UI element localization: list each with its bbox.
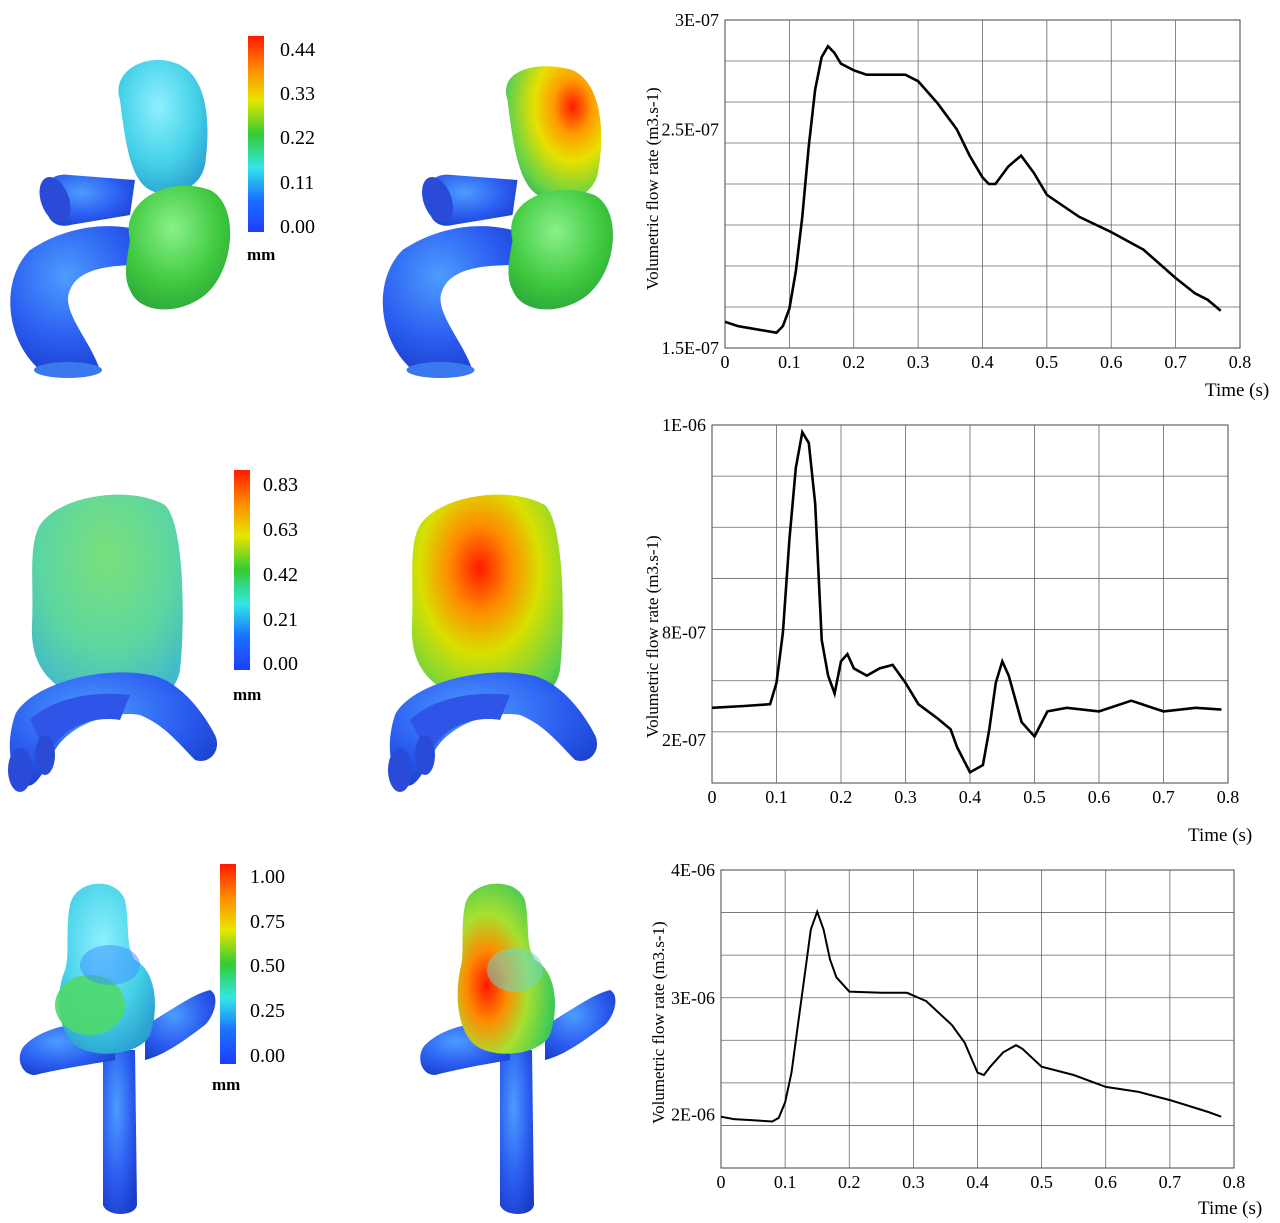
flow-chart-3-xtick: 0.6 [1095,1172,1118,1192]
flow-chart-1-xtick: 0.7 [1164,352,1187,372]
colorbar-3-tick-0: 1.00 [250,866,285,888]
colorbar-1-tick-1: 0.33 [280,83,315,105]
flow-chart-2-xtick: 0.5 [1023,787,1046,807]
colorbar-2-tick-1: 0.63 [263,519,298,541]
flow-chart-2-line [711,428,1222,775]
flow-chart-2-xlabel: Time (s) [1188,825,1252,845]
flow-chart-2-xticks: 0 0.1 0.2 0.3 0.4 0.5 0.6 0.7 0.8 [708,787,1240,807]
flow-chart-2-xtick: 0 [708,787,717,807]
flow-chart-1-ylabel: Volumetric flow rate (m3.s-1) [643,87,662,290]
row-1: 0.44 0.33 0.22 0.11 0.00 mm 0 0.1 0.2 0.3 0.… [0,0,1280,400]
flow-chart-1-xlabel: Time (s) [1205,380,1269,400]
flow-chart-1-line-group [724,44,1222,335]
flow-chart-1-xtick: 0.2 [843,352,866,372]
aneurysm-model-3-left [19,883,216,1214]
colorbar-1-tick-3: 0.11 [280,172,314,194]
colorbar-3-unit: mm [212,1075,240,1094]
flow-chart-3-ytick: 3E-06 [671,988,715,1008]
flow-chart-2-xtick: 0.3 [894,787,917,807]
flow-chart-1-ytick: 3E-07 [675,10,719,30]
flow-chart-2-ytick: 8E-07 [662,623,706,643]
flow-chart-2-ytick: 1E-06 [662,415,706,435]
flow-chart-1-line [724,44,1222,335]
flow-chart-3-ytick: 2E-06 [671,1104,715,1124]
flow-chart-1-xtick: 0.8 [1229,352,1252,372]
colorbar-3-tick-1: 0.75 [250,911,285,933]
flow-chart-1-yticks: 1.5E-07 2.5E-07 3E-07 [662,10,720,358]
flow-chart-3-xtick: 0 [717,1172,726,1192]
flow-chart-3-yticks: 2E-06 3E-06 4E-06 [671,860,715,1124]
row-2: 0.83 0.63 0.42 0.21 0.00 mm 0 0.1 0.2 0.3 0.… [0,410,1280,845]
flow-chart-3-xtick: 0.1 [774,1172,797,1192]
colorbar-3: 1.00 0.75 0.50 0.25 0.00 mm [212,864,285,1094]
flow-chart-2-yticks: 2E-07 8E-07 1E-06 [662,415,706,750]
flow-chart-1-xtick: 0.6 [1100,352,1123,372]
flow-chart-1-xtick: 0 [721,352,730,372]
flow-chart-1-xtick: 0.5 [1036,352,1059,372]
colorbar-2-unit: mm [233,685,261,704]
flow-chart-3-xticks: 0 0.1 0.2 0.3 0.4 0.5 0.6 0.7 0.8 [717,1172,1246,1192]
colorbar-1-gradient [248,36,264,232]
colorbar-2-tick-3: 0.21 [263,609,298,631]
colorbar-3-tick-3: 0.25 [250,1000,285,1022]
flow-chart-1-xticks: 0 0.1 0.2 0.3 0.4 0.5 0.6 0.7 0.8 [721,352,1252,372]
flow-chart-1-ytick: 1.5E-07 [662,338,720,358]
aneurysm-model-2-left [8,494,218,792]
colorbar-2-tick-0: 0.83 [263,474,298,496]
flow-chart-1: 0 0.1 0.2 0.3 0.4 0.5 0.6 0.7 0.8 1.5E-07 2.5E-07… [643,10,1269,400]
colorbar-1-tick-2: 0.22 [280,127,315,149]
flow-chart-3: 0 0.1 0.2 0.3 0.4 0.5 0.6 0.7 0.8 2E-06 3E-06 4E-0… [649,860,1262,1219]
flow-chart-3-xtick: 0.7 [1159,1172,1182,1192]
colorbar-2: 0.83 0.63 0.42 0.21 0.00 mm [233,470,298,704]
colorbar-1: 0.44 0.33 0.22 0.11 0.00 mm [247,36,315,264]
flow-chart-3-xtick: 0.3 [902,1172,925,1192]
colorbar-1-unit: mm [247,245,275,264]
flow-chart-1-xtick: 0.1 [778,352,801,372]
flow-chart-2-line-group [711,428,1222,775]
flow-chart-2-xtick: 0.2 [830,787,853,807]
aneurysm-model-1-right [382,66,613,378]
flow-chart-3-xlabel: Time (s) [1198,1198,1262,1219]
aneurysm-model-3-right [420,883,616,1214]
flow-chart-3-xtick: 0.2 [838,1172,861,1192]
flow-chart-3-line-group [720,908,1222,1123]
flow-chart-1-grid [724,19,1241,349]
flow-chart-3-ylabel: Volumetric flow rate (m3.s-1) [649,921,668,1124]
colorbar-3-tick-4: 0.00 [250,1045,285,1067]
flow-chart-1-xtick: 0.3 [907,352,930,372]
flow-chart-2-xtick: 0.6 [1088,787,1111,807]
flow-chart-3-xtick: 0.5 [1030,1172,1053,1192]
colorbar-2-gradient [234,470,250,670]
flow-chart-2-ylabel: Volumetric flow rate (m3.s-1) [643,535,662,738]
colorbar-2-tick-2: 0.42 [263,564,298,586]
flow-chart-2: 0 0.1 0.2 0.3 0.4 0.5 0.6 0.7 0.8 2E-07 8E-07 1E-0… [643,415,1252,845]
flow-chart-1-xtick: 0.4 [971,352,994,372]
flow-chart-2-xtick: 0.7 [1152,787,1175,807]
flow-chart-2-xtick: 0.4 [959,787,982,807]
colorbar-3-gradient [220,864,236,1064]
aneurysm-model-2-right [388,494,598,792]
flow-chart-3-xtick: 0.8 [1223,1172,1246,1192]
colorbar-1-tick-4: 0.00 [280,216,315,238]
flow-chart-3-ytick: 4E-06 [671,860,715,880]
flow-chart-2-xtick: 0.8 [1217,787,1240,807]
flow-chart-2-ytick: 2E-07 [662,730,706,750]
colorbar-3-tick-2: 0.50 [250,955,285,977]
flow-chart-3-line [720,908,1222,1123]
flow-chart-2-grid [711,424,1229,784]
colorbar-2-tick-4: 0.00 [263,653,298,675]
aneurysm-model-1-left [10,59,231,378]
row-3: 1.00 0.75 0.50 0.25 0.00 mm 0 0.1 0.2 0.3 0.… [0,840,1280,1223]
flow-chart-2-xtick: 0.1 [765,787,788,807]
flow-chart-1-ytick: 2.5E-07 [662,119,720,139]
colorbar-1-tick-0: 0.44 [280,39,315,61]
flow-chart-3-xtick: 0.4 [966,1172,989,1192]
